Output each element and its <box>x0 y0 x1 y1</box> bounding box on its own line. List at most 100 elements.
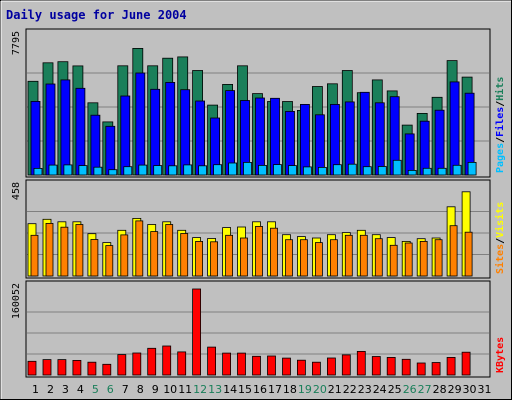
x-tick-label: 24 <box>373 383 387 396</box>
bar-sites-day-10 <box>165 224 174 277</box>
panel-middle: 458 Sites/Visits <box>11 179 506 279</box>
bar-kbytes-day-12 <box>192 288 202 376</box>
bar-pages-day-4 <box>78 165 88 176</box>
bar-sites-day-29 <box>449 225 458 277</box>
legend-separator: / <box>495 101 506 107</box>
bar-pages-day-15 <box>243 161 252 176</box>
bar-sites-day-11 <box>180 233 189 277</box>
bar-kbytes-day-3 <box>57 359 67 376</box>
bar-files-day-3 <box>60 79 71 176</box>
x-tick-label: 30 <box>463 383 477 396</box>
x-tick-label: 4 <box>77 383 84 396</box>
bar-pages-day-22 <box>347 163 357 176</box>
legend-separator: / <box>495 238 506 244</box>
bar-sites-day-30 <box>464 231 473 277</box>
bar-kbytes-day-6 <box>102 363 112 376</box>
x-tick-label: 26 <box>403 383 417 396</box>
x-tick-label: 2 <box>47 383 54 396</box>
bar-kbytes-day-17 <box>267 355 276 376</box>
bar-pages-day-10 <box>168 165 178 176</box>
bar-kbytes-day-15 <box>237 352 246 376</box>
bar-pages-day-18 <box>288 165 297 176</box>
bar-kbytes-day-24 <box>371 356 381 376</box>
bar-sites-day-6 <box>105 245 114 277</box>
bar-pages-day-14 <box>228 162 238 176</box>
bar-kbytes-day-28 <box>431 362 441 376</box>
bar-kbytes-day-27 <box>416 362 426 376</box>
x-tick-label: 18 <box>283 383 297 396</box>
x-tick-label: 11 <box>178 383 192 396</box>
bar-sites-day-24 <box>374 238 383 277</box>
x-tick-label: 6 <box>107 383 114 396</box>
bar-files-day-8 <box>135 72 146 176</box>
bar-kbytes-day-26 <box>401 358 411 376</box>
bar-kbytes-day-14 <box>222 352 232 376</box>
bar-files-day-11 <box>180 89 191 176</box>
bar-sites-day-17 <box>270 227 278 277</box>
bar-kbytes-day-20 <box>311 361 321 376</box>
bar-sites-day-25 <box>389 244 398 277</box>
bar-kbytes-day-1 <box>27 360 37 376</box>
bar-pages-day-6 <box>108 169 118 176</box>
bar-sites-day-23 <box>359 234 368 277</box>
x-tick-label: 23 <box>358 383 372 396</box>
bar-sites-day-21 <box>329 239 338 277</box>
bar-files-day-12 <box>195 100 206 176</box>
x-tick-label: 29 <box>448 383 462 396</box>
bar-files-day-6 <box>105 125 116 176</box>
series-files <box>30 72 475 176</box>
legend-pages: Pages <box>495 143 506 173</box>
series-sites <box>30 220 473 277</box>
bar-files-day-10 <box>165 82 176 176</box>
x-tick-label: 28 <box>433 383 447 396</box>
bar-files-day-28 <box>434 109 445 176</box>
bar-pages-day-30 <box>467 161 477 176</box>
bar-sites-day-12 <box>195 240 204 277</box>
panel-middle-legend: Sites/Visits <box>494 202 506 274</box>
bar-pages-day-5 <box>93 166 103 176</box>
bar-kbytes-day-7 <box>117 354 127 376</box>
bar-sites-day-15 <box>240 237 248 277</box>
bar-sites-day-8 <box>135 220 144 277</box>
bar-kbytes-day-22 <box>341 354 351 376</box>
x-tick-label: 19 <box>298 383 312 396</box>
bar-pages-day-2 <box>48 164 58 176</box>
x-tick-label: 3 <box>62 383 69 396</box>
bar-sites-day-1 <box>30 234 39 277</box>
x-tick-label: 27 <box>418 383 432 396</box>
bar-sites-day-2 <box>45 222 54 277</box>
bar-pages-day-20 <box>317 166 327 176</box>
bar-sites-day-22 <box>344 234 353 277</box>
bar-kbytes-day-23 <box>356 350 366 376</box>
x-tick-label: 22 <box>343 383 357 396</box>
bar-kbytes-day-2 <box>42 359 52 376</box>
bar-pages-day-11 <box>183 164 193 176</box>
bar-files-day-23 <box>359 91 370 176</box>
bar-files-day-14 <box>225 90 236 176</box>
x-tick-label: 20 <box>313 383 327 396</box>
bar-pages-day-12 <box>198 165 208 176</box>
x-axis: 1 2 3 4 5 6 7 8 9 10 11 12 13 14 15 16 17 18 19 20 21 22 23 24 2… <box>32 383 492 396</box>
bar-files-day-1 <box>30 101 41 176</box>
panel-bottom-legend: KBytes <box>495 337 506 373</box>
bar-kbytes-day-30 <box>461 351 471 376</box>
x-tick-label: 15 <box>238 383 252 396</box>
legend-kbytes: KBytes <box>495 337 506 373</box>
x-tick-label: 25 <box>388 383 402 396</box>
bar-sites-day-18 <box>285 239 293 277</box>
x-tick-label: 14 <box>223 383 237 396</box>
bar-files-day-5 <box>90 114 101 176</box>
bar-pages-day-7 <box>123 166 133 176</box>
bar-kbytes-day-11 <box>177 351 187 376</box>
bar-kbytes-day-8 <box>132 352 142 376</box>
bar-sites-day-13 <box>210 241 219 277</box>
series-pages <box>33 159 477 176</box>
bar-files-day-2 <box>45 83 56 176</box>
panel-bottom-max-label: 160052 <box>11 283 22 319</box>
bar-pages-day-28 <box>437 167 447 176</box>
x-tick-label: 13 <box>208 383 222 396</box>
bar-sites-day-28 <box>434 239 443 277</box>
bar-files-day-24 <box>374 102 385 176</box>
